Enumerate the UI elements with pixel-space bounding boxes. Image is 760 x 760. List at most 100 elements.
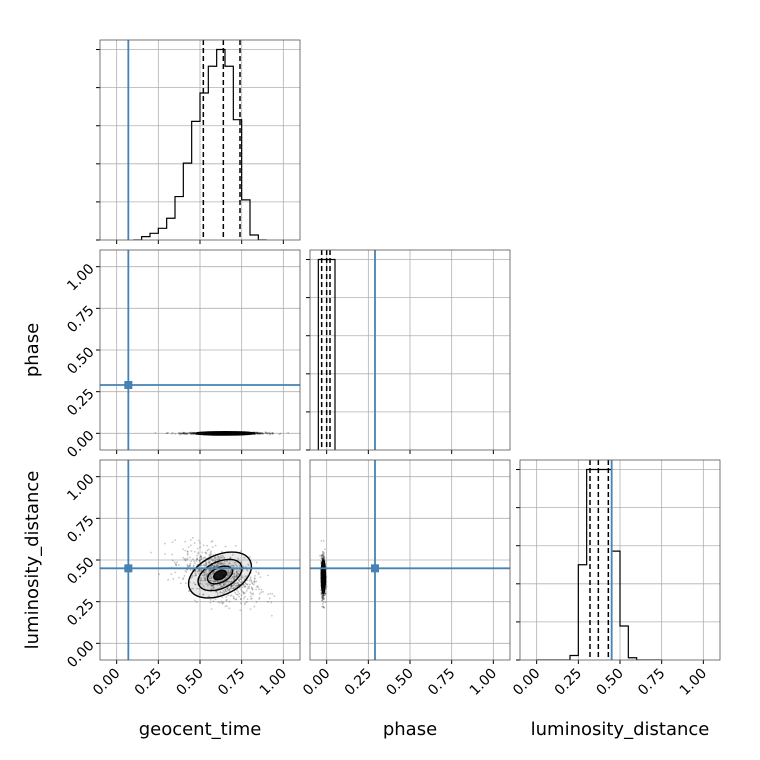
y-tick-label: 1.00	[64, 261, 97, 294]
sample-point	[171, 541, 174, 544]
sample-point	[211, 546, 214, 548]
sample-point	[216, 592, 219, 595]
sample-point	[320, 540, 323, 542]
sample-point	[257, 432, 260, 435]
sample-point	[223, 584, 225, 587]
sample-point	[322, 563, 325, 566]
sample-point	[321, 598, 324, 600]
sample-point	[188, 565, 191, 568]
sample-point	[210, 565, 212, 568]
sample-point	[217, 555, 219, 558]
y-tick-label: 0.50	[64, 554, 97, 587]
sample-point	[221, 585, 224, 588]
sample-point	[190, 560, 193, 563]
sample-point	[211, 540, 214, 542]
panel-frame	[99, 459, 301, 661]
sample-point	[167, 431, 169, 434]
sample-point	[234, 561, 237, 564]
sample-point	[223, 560, 226, 563]
sample-point	[229, 588, 231, 590]
sample-point	[319, 589, 322, 591]
sample-point	[167, 578, 170, 581]
panel-frame	[309, 459, 511, 661]
sample-point	[198, 582, 201, 585]
sample-point	[255, 580, 258, 583]
sample-point	[233, 586, 235, 589]
sample-point	[174, 571, 177, 574]
sample-point	[185, 571, 188, 574]
sample-point	[219, 562, 222, 565]
sample-point	[321, 596, 324, 599]
sample-point	[178, 576, 180, 579]
sample-point	[209, 553, 212, 556]
sample-point	[205, 562, 208, 564]
panel-content	[310, 460, 510, 660]
sample-point	[184, 433, 187, 436]
sample-point	[182, 548, 184, 551]
sample-point	[186, 432, 189, 435]
truth-marker	[124, 381, 133, 389]
sample-point	[215, 558, 218, 561]
sample-point	[219, 557, 221, 560]
sample-point	[322, 556, 325, 559]
sample-point	[227, 572, 229, 574]
sample-point	[219, 562, 222, 565]
panel-frame	[99, 39, 301, 241]
sample-point	[199, 558, 202, 561]
sample-point	[269, 592, 272, 595]
sample-point	[194, 570, 197, 573]
sample-point	[210, 576, 213, 579]
sample-point	[253, 577, 256, 580]
sample-point	[251, 588, 254, 590]
sample-point	[260, 432, 262, 435]
sample-point	[320, 557, 323, 559]
sample-point	[186, 553, 189, 556]
sample-point	[198, 568, 200, 571]
sample-point	[271, 593, 274, 595]
sample-point	[232, 587, 235, 590]
sample-point	[213, 587, 215, 589]
histogram-step	[133, 48, 267, 240]
histogram-panel-phase	[306, 249, 511, 454]
sample-point	[251, 586, 253, 589]
sample-point	[210, 584, 213, 587]
sample-point	[177, 563, 180, 566]
sample-point	[203, 576, 206, 579]
sample-point	[256, 585, 259, 587]
sample-point	[214, 556, 217, 559]
sample-point	[253, 580, 256, 582]
sample-point	[257, 571, 260, 574]
sample-point	[202, 571, 205, 574]
sample-point	[320, 555, 323, 558]
sample-point	[209, 569, 212, 572]
y-tick-label: 0.75	[64, 303, 97, 336]
sample-point	[270, 601, 273, 604]
sample-point	[319, 554, 321, 557]
sample-point	[321, 551, 324, 553]
sample-point	[192, 431, 195, 434]
sample-point	[174, 562, 177, 565]
sample-point	[323, 553, 325, 556]
sample-point	[213, 556, 216, 559]
sample-point	[233, 572, 236, 575]
sample-point	[264, 431, 267, 434]
sample-point	[212, 580, 215, 582]
sample-point	[204, 564, 206, 566]
sample-point	[208, 555, 211, 558]
sample-point	[196, 557, 199, 560]
sample-point	[199, 546, 202, 549]
sample-point	[245, 565, 247, 568]
sample-point	[233, 597, 235, 599]
sample-point	[244, 592, 246, 594]
sample-point	[258, 433, 261, 435]
scatter-panel-geocent_time-vs-luminosity_distance: 0.00 0.25 0.50 0.75 1.00	[64, 459, 301, 671]
sample-point	[191, 536, 194, 539]
sample-point	[233, 597, 235, 600]
sample-point	[193, 550, 196, 553]
sample-point	[324, 592, 326, 595]
sample-point	[229, 573, 231, 576]
sample-point	[178, 433, 181, 436]
sample-point	[205, 570, 208, 573]
sample-point	[196, 587, 198, 590]
sample-point	[236, 568, 238, 571]
